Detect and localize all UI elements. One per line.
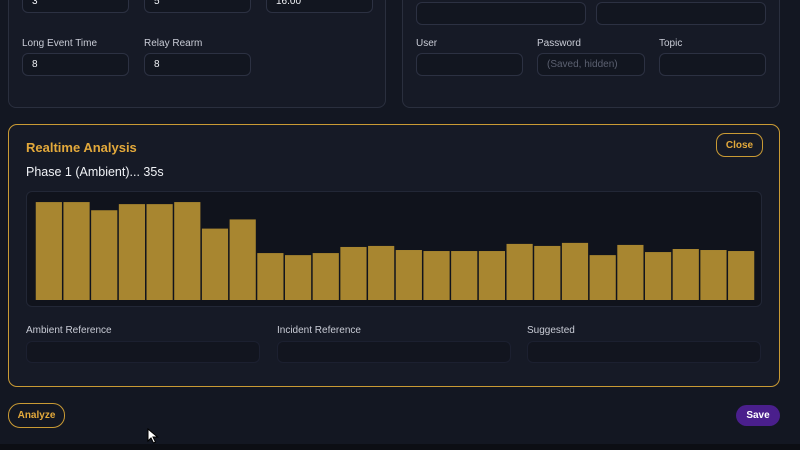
connection-panel: User Password Topic <box>402 0 780 108</box>
relay-rearm-label: Relay Rearm <box>144 38 203 49</box>
chart-bar-6 <box>174 202 201 300</box>
chart-bar-16 <box>451 251 478 300</box>
setting-field-1[interactable] <box>22 0 129 13</box>
bar-chart-svg <box>35 202 755 300</box>
chart-bar-5 <box>146 204 173 300</box>
connection-field-2[interactable] <box>596 2 766 25</box>
chart-bar-4 <box>118 204 146 300</box>
ambient-reference-label: Ambient Reference <box>26 325 112 336</box>
chart-bar-11 <box>312 253 339 300</box>
close-button[interactable]: Close <box>716 133 763 157</box>
long-event-time-input[interactable] <box>22 53 129 76</box>
chart-bar-20 <box>561 242 589 300</box>
analyze-button[interactable]: Analyze <box>8 403 65 428</box>
relay-rearm-input[interactable] <box>144 53 251 76</box>
realtime-analysis-panel: Realtime Analysis Phase 1 (Ambient)... 3… <box>8 124 780 387</box>
chart-bar-15 <box>423 251 450 300</box>
phase-status: Phase 1 (Ambient)... 35s <box>26 165 164 179</box>
setting-field-2[interactable] <box>144 0 251 13</box>
chart-bar-3 <box>91 210 118 300</box>
chart-bar-25 <box>700 250 727 300</box>
chart-bar-9 <box>257 253 284 300</box>
chart-bar-21 <box>589 255 616 300</box>
password-input[interactable] <box>537 53 645 76</box>
incident-reference-field <box>277 341 511 363</box>
suggested-label: Suggested <box>527 325 575 336</box>
chart-bar-22 <box>617 244 644 300</box>
settings-panel: Long Event Time Relay Rearm <box>8 0 386 108</box>
chart-bar-23 <box>644 252 672 300</box>
analysis-title: Realtime Analysis <box>26 140 137 155</box>
topic-input[interactable] <box>659 53 766 76</box>
chart-bar-26 <box>728 251 755 300</box>
chart-bar-14 <box>395 250 422 300</box>
chart-bar-7 <box>201 228 229 300</box>
chart-bar-24 <box>672 249 699 300</box>
chart-bar-19 <box>534 245 561 300</box>
level-bar-chart <box>26 191 762 307</box>
password-label: Password <box>537 38 581 49</box>
chart-bar-17 <box>478 251 506 300</box>
chart-bar-10 <box>284 255 312 300</box>
save-button[interactable]: Save <box>736 405 780 426</box>
user-label: User <box>416 38 438 49</box>
chart-bar-2 <box>63 202 90 300</box>
topic-label: Topic <box>659 38 683 49</box>
chart-bar-13 <box>368 245 395 300</box>
incident-reference-label: Incident Reference <box>277 325 361 336</box>
window-bottom-edge <box>0 444 800 450</box>
chart-bar-18 <box>506 243 533 300</box>
chart-bar-8 <box>229 219 256 300</box>
setting-field-3[interactable] <box>266 0 373 13</box>
ambient-reference-field <box>26 341 260 363</box>
connection-field-1[interactable] <box>416 2 586 25</box>
mouse-cursor-icon <box>147 428 159 444</box>
chart-bar-1 <box>35 202 62 300</box>
suggested-field <box>527 341 761 363</box>
user-input[interactable] <box>416 53 523 76</box>
long-event-time-label: Long Event Time <box>22 38 98 49</box>
chart-bar-12 <box>340 246 367 300</box>
